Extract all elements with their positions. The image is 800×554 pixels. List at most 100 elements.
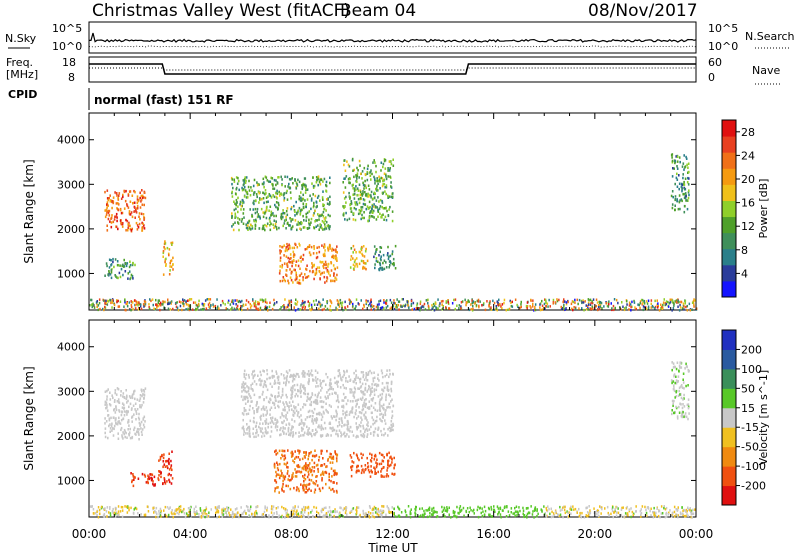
data-cell — [549, 512, 551, 516]
data-cell — [525, 507, 528, 510]
data-cell — [414, 507, 416, 511]
data-cell — [321, 400, 323, 403]
data-cell — [578, 298, 581, 302]
data-cell — [355, 422, 357, 425]
data-cell — [405, 514, 408, 517]
data-cell — [115, 406, 117, 409]
data-cell — [327, 272, 330, 275]
data-cell — [271, 505, 273, 508]
data-cell — [289, 178, 292, 181]
data-cell — [374, 263, 376, 266]
data-cell — [146, 505, 149, 508]
data-cell — [676, 185, 679, 188]
data-cell — [286, 371, 289, 375]
data-cell — [377, 305, 379, 309]
data-cell — [663, 505, 665, 508]
data-cell — [288, 182, 290, 186]
data-cell — [390, 400, 392, 403]
data-cell — [185, 303, 188, 306]
data-cell — [104, 427, 107, 430]
data-cell — [257, 374, 259, 377]
data-cell — [116, 400, 119, 403]
data-cell — [353, 451, 355, 455]
data-cell — [352, 193, 354, 196]
data-cell — [361, 396, 364, 399]
data-cell — [297, 487, 300, 491]
data-cell — [379, 205, 382, 208]
data-cell — [366, 178, 369, 182]
data-cell — [387, 463, 389, 467]
data-cell — [327, 249, 330, 252]
data-cell — [315, 219, 317, 222]
data-cell — [587, 301, 590, 305]
data-cell — [385, 398, 387, 402]
data-cell — [518, 506, 520, 509]
data-cell — [343, 371, 346, 374]
data-cell — [168, 273, 171, 276]
data-cell — [352, 305, 354, 308]
data-cell — [164, 505, 167, 509]
data-cell — [241, 390, 243, 393]
data-cell — [361, 213, 363, 217]
data-cell — [266, 509, 268, 512]
data-cell — [275, 470, 277, 474]
data-cell — [342, 515, 344, 518]
data-cell — [359, 189, 362, 192]
data-cell — [374, 408, 376, 412]
data-cell — [160, 509, 162, 513]
data-cell — [345, 377, 347, 380]
data-cell — [256, 207, 259, 211]
data-cell — [264, 307, 266, 311]
data-cell — [322, 427, 325, 431]
data-cell — [238, 307, 240, 311]
data-cell — [310, 400, 313, 404]
data-cell — [498, 510, 500, 514]
data-cell — [323, 307, 325, 311]
data-cell — [372, 515, 374, 518]
data-cell — [381, 459, 384, 462]
data-cell — [585, 308, 588, 311]
data-cell — [168, 507, 170, 510]
data-cell — [141, 221, 143, 225]
data-cell — [530, 299, 532, 302]
data-cell — [621, 506, 623, 510]
data-cell — [303, 483, 305, 487]
data-cell — [303, 467, 305, 471]
data-cell — [123, 207, 126, 210]
data-cell — [273, 512, 275, 515]
data-cell — [264, 306, 267, 309]
data-cell — [492, 508, 495, 512]
data-cell — [309, 397, 311, 401]
data-cell — [388, 160, 391, 163]
data-cell — [350, 465, 353, 469]
data-cell — [687, 199, 689, 202]
data-cell — [315, 428, 317, 431]
data-cell — [124, 299, 126, 302]
data-cell — [280, 250, 282, 253]
data-cell — [398, 300, 401, 303]
data-cell — [362, 181, 364, 185]
data-cell — [308, 467, 311, 471]
data-cell — [263, 398, 265, 401]
data-cell — [474, 302, 476, 305]
data-cell — [364, 430, 366, 434]
data-cell — [391, 252, 394, 256]
data-cell — [242, 208, 245, 211]
data-cell — [658, 309, 661, 312]
data-cell — [328, 404, 331, 407]
data-cell — [110, 225, 113, 229]
data-cell — [373, 255, 375, 259]
data-cell — [377, 182, 379, 186]
data-cell — [638, 303, 640, 307]
data-cell — [152, 482, 154, 486]
data-cell — [475, 304, 478, 307]
data-cell — [676, 165, 678, 168]
data-cell — [364, 468, 366, 472]
data-cell — [98, 298, 101, 301]
data-cell — [244, 181, 247, 184]
data-cell — [335, 278, 338, 281]
data-cell — [355, 469, 358, 473]
data-cell — [287, 281, 290, 285]
data-cell — [316, 378, 319, 381]
data-cell — [291, 475, 293, 479]
